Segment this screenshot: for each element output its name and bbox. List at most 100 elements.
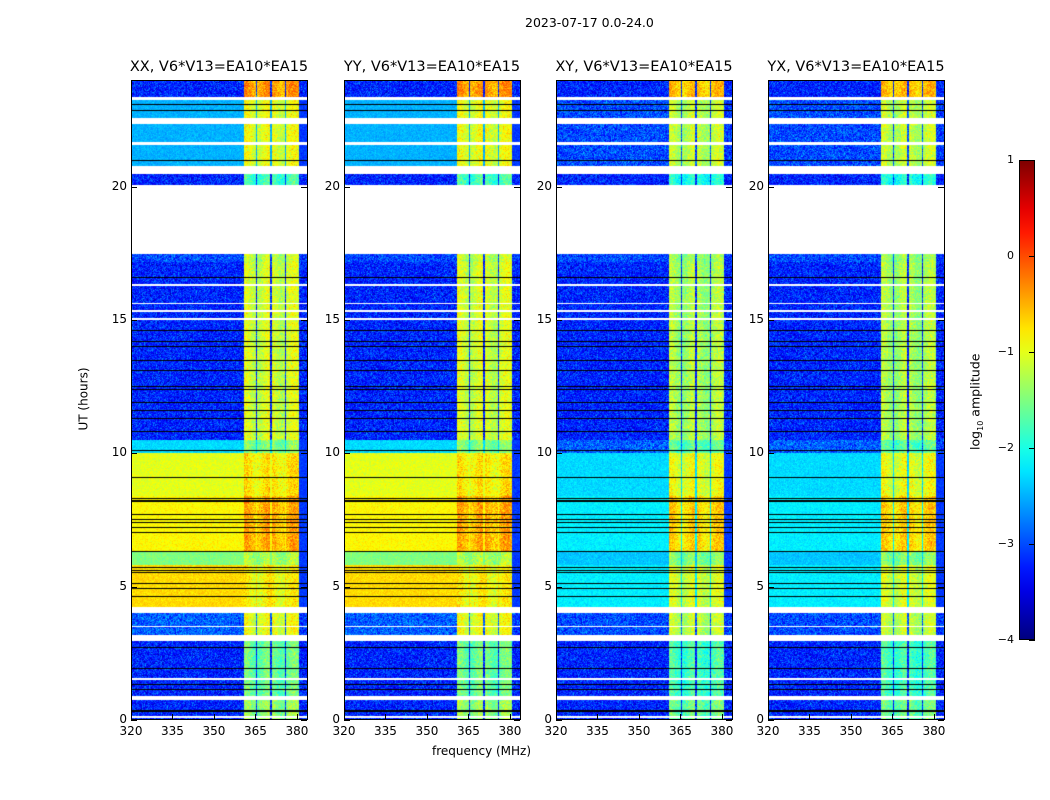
y-tick [344, 586, 350, 588]
y-tick-label: 5 [756, 578, 764, 593]
x-tick [426, 714, 428, 720]
y-tick [768, 720, 774, 721]
x-tick-label: 350 [839, 724, 863, 738]
y-tick [726, 586, 732, 588]
x-tick-label: 365 [457, 724, 480, 738]
y-tick [726, 453, 732, 455]
colorbar-tick [1029, 352, 1035, 353]
x-tick-label: 380 [710, 724, 734, 738]
x-tick-label: 320 [544, 724, 568, 738]
x-tick-label: 320 [332, 724, 356, 738]
y-tick [556, 453, 562, 455]
y-tick-label: 10 [748, 445, 764, 460]
y-tick [301, 320, 307, 321]
y-tick-label: 10 [111, 445, 127, 460]
colorbar-tick-label: −4 [997, 633, 1014, 646]
y-tick [301, 453, 307, 455]
heatmap-cells [345, 81, 520, 719]
y-tick-label: 5 [332, 578, 340, 593]
colorbar [1019, 160, 1035, 640]
x-tick [638, 714, 640, 720]
x-tick [809, 714, 811, 720]
y-tick [938, 720, 944, 721]
y-tick [556, 320, 562, 321]
y-tick-label: 15 [748, 312, 764, 326]
y-tick [726, 186, 732, 188]
x-tick [468, 714, 470, 720]
y-tick-label: 15 [324, 312, 340, 326]
y-tick [768, 453, 774, 455]
y-tick [514, 320, 520, 321]
y-tick [344, 720, 350, 721]
y-tick-label: 0 [332, 712, 340, 726]
y-tick [938, 320, 944, 321]
colorbar-tick [1029, 256, 1035, 257]
y-tick [131, 320, 137, 321]
y-tick-label: 5 [544, 578, 552, 593]
colorbar-label-rest: amplitude [967, 353, 983, 421]
x-tick [255, 714, 257, 720]
x-tick-label: 320 [756, 724, 780, 738]
x-tick [213, 714, 215, 720]
heatmap-panel-1 [344, 80, 521, 720]
y-tick-label: 20 [536, 178, 552, 193]
x-tick [385, 714, 387, 720]
colorbar-label-sub: 10 [975, 420, 985, 431]
y-tick [131, 586, 137, 588]
colorbar-tick-label: 1 [1007, 153, 1014, 166]
colorbar-label: log10 amplitude [967, 354, 985, 450]
x-tick-label: 350 [202, 724, 226, 738]
y-tick-label: 20 [111, 178, 127, 193]
heatmap-panel-3 [768, 80, 945, 720]
y-tick [556, 186, 562, 188]
y-tick [344, 186, 350, 188]
y-tick [768, 320, 774, 321]
heatmap-panel-0 [131, 80, 308, 720]
y-tick [938, 186, 944, 188]
colorbar-tick [1029, 448, 1035, 449]
y-tick [301, 586, 307, 588]
heatmap-cells [769, 81, 944, 719]
y-tick-label: 5 [119, 578, 127, 593]
y-tick-label: 0 [119, 712, 127, 726]
x-tick [680, 714, 682, 720]
x-tick-label: 335 [161, 724, 184, 738]
heatmap-panel-2 [556, 80, 733, 720]
y-axis-label: UT (hours) [76, 367, 91, 431]
x-tick [721, 714, 723, 720]
figure-title: 2023-07-17 0.0-24.0 [525, 15, 654, 30]
y-tick [556, 586, 562, 588]
x-tick [509, 714, 511, 720]
y-tick-label: 10 [324, 445, 340, 460]
x-tick-label: 335 [374, 724, 397, 738]
y-tick-label: 20 [324, 178, 340, 193]
y-tick [301, 186, 307, 188]
y-tick-label: 15 [111, 312, 127, 326]
y-tick [301, 720, 307, 721]
x-tick [768, 714, 769, 720]
colorbar-tick-label: 0 [1007, 249, 1014, 262]
y-tick [344, 320, 350, 321]
y-tick [726, 720, 732, 721]
panel-title: YY, V6*V13=EA10*EA15 [343, 59, 521, 75]
x-tick [556, 714, 557, 720]
panel-title: XX, V6*V13=EA10*EA15 [129, 59, 309, 75]
panel-title: XY, V6*V13=EA10*EA15 [555, 59, 733, 75]
y-tick [938, 453, 944, 455]
y-tick [938, 586, 944, 588]
y-tick-label: 15 [536, 312, 552, 326]
y-tick-label: 0 [544, 712, 552, 726]
y-tick [344, 453, 350, 455]
x-tick-label: 350 [415, 724, 439, 738]
colorbar-tick [1029, 640, 1035, 641]
x-tick [850, 714, 852, 720]
x-tick [131, 714, 132, 720]
colorbar-tick-label: −3 [997, 537, 1014, 550]
x-tick-label: 365 [244, 724, 267, 738]
y-tick-label: 20 [748, 178, 764, 193]
x-tick-label: 365 [669, 724, 692, 738]
x-axis-label: frequency (MHz) [432, 744, 532, 758]
x-tick-label: 365 [881, 724, 904, 738]
x-tick-label: 380 [922, 724, 946, 738]
